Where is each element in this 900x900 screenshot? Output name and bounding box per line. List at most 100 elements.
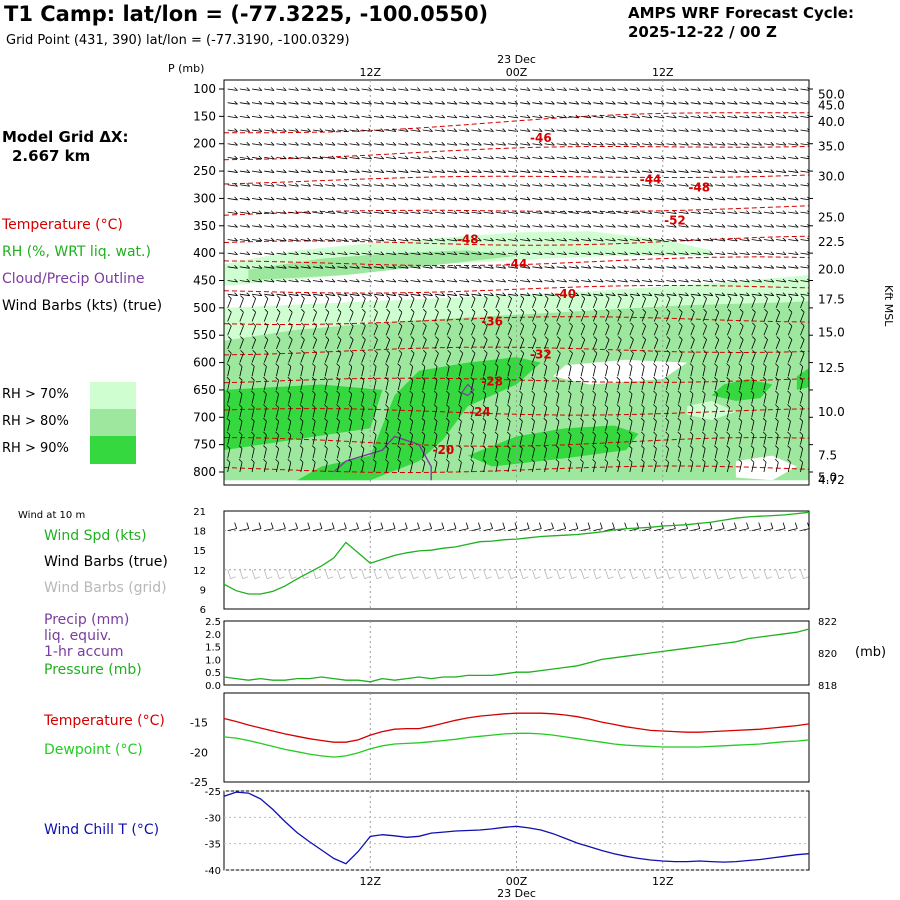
wind-barb-shaft: [739, 211, 750, 214]
wind-barb-feather: [715, 349, 720, 354]
wind-barb-shaft: [324, 353, 330, 363]
wind-barb-shaft: [617, 88, 628, 91]
wind-barb-shaft: [593, 115, 604, 119]
wind-barb-shaft: [459, 252, 470, 256]
wind-barb-feather: [575, 128, 580, 132]
wind-barb-feather: [721, 196, 726, 201]
wind-barb-feather: [648, 292, 653, 296]
wind-barb-shaft: [654, 115, 665, 119]
wind-barb-feather: [465, 278, 470, 283]
wind-barb-feather: [538, 182, 543, 187]
wind-barb: [312, 114, 324, 119]
wind-barb-shaft: [471, 129, 482, 132]
wind-barb-shaft: [239, 211, 250, 214]
wind-barb: [726, 322, 732, 336]
wind-barb: [593, 210, 604, 214]
wind-barb-shaft: [459, 143, 470, 146]
wind-barb-shaft: [690, 184, 701, 187]
wind-barb: [532, 87, 543, 91]
wind-barb: [751, 295, 756, 309]
wind-barb-feather: [313, 295, 317, 299]
windchill-tick-label: -30: [205, 813, 221, 824]
wind-barb: [325, 223, 336, 228]
wind-barb-shaft: [386, 129, 397, 132]
wind-barb-shaft: [288, 312, 293, 322]
wind-barb: [337, 196, 348, 201]
wind-barb: [422, 182, 433, 187]
wind-barb: [617, 278, 628, 283]
wind-barb-feather: [770, 292, 775, 296]
wind-barb-shaft: [483, 102, 494, 105]
wind-barb: [251, 128, 263, 132]
wind-barb-feather: [678, 336, 683, 340]
wind-barb-shaft: [312, 102, 323, 105]
wind-barb-shaft: [276, 115, 287, 119]
wind-barb: [495, 336, 500, 350]
wind-barb: [556, 251, 567, 256]
wind-barb: [349, 100, 360, 105]
wind-barb-feather: [349, 295, 354, 299]
wind-barb-shaft: [349, 266, 360, 269]
wind-barb-feather: [417, 169, 421, 173]
wind-barb: [666, 265, 677, 269]
wind-barb: [776, 87, 787, 91]
wind-barb-shaft: [519, 298, 525, 309]
wind-barb: [690, 169, 701, 173]
wind-barb: [739, 322, 744, 336]
wind-barb: [336, 322, 342, 336]
wind-barb-shaft: [556, 266, 567, 269]
wind-barb-shaft: [800, 325, 805, 336]
wind-barb: [325, 265, 336, 269]
wind-barb: [788, 210, 799, 214]
wind-barb: [275, 363, 279, 377]
wind-barb-feather: [709, 237, 714, 242]
surface-barb-true: [788, 522, 798, 531]
wind-barb-feather: [587, 278, 592, 283]
wind-barb-feather: [617, 295, 622, 299]
wind-barb-shaft: [715, 198, 726, 201]
wind-barb-feather: [648, 100, 653, 105]
wind-barb-shaft: [239, 184, 250, 187]
wind-barb: [556, 295, 561, 309]
wind-barb-shaft: [288, 143, 299, 146]
wind-barb-shaft: [629, 239, 640, 242]
surface-barb-true-feather: [721, 522, 725, 529]
wind-barb-feather: [526, 251, 531, 255]
wind-barb-feather: [519, 363, 523, 367]
wind-barb: [410, 336, 415, 350]
wind-barb-feather: [673, 265, 677, 269]
wind-barb-feather: [752, 322, 756, 327]
wind-barb-feather: [612, 223, 616, 228]
wind-barb: [605, 223, 616, 228]
wind-barb-feather: [496, 336, 500, 340]
wind-barb-shaft: [386, 211, 397, 214]
wind-barb-feather: [587, 114, 592, 119]
wind-barb-feather: [372, 363, 377, 367]
wind-barb: [751, 265, 762, 269]
surface-barb-grid-feather: [730, 576, 736, 580]
wind-barb-shaft: [690, 312, 695, 322]
wind-barb-shaft: [580, 298, 586, 309]
wind-barb-feather: [709, 265, 714, 269]
wind-barb-shaft: [239, 239, 250, 242]
wind-barb-feather: [697, 278, 701, 283]
wind-barb-feather: [453, 169, 458, 173]
wind-barb: [629, 141, 641, 146]
wind-barb: [776, 237, 787, 242]
wind-barb: [299, 363, 304, 377]
wind-barb: [263, 349, 269, 363]
wind-barb-feather: [612, 114, 616, 119]
wind-barb: [629, 278, 641, 283]
wind-barb-feather: [258, 114, 263, 119]
wind-barb-feather: [599, 210, 604, 214]
wind-barb-feather: [733, 292, 738, 296]
wind-barb: [739, 308, 744, 322]
wind-barb: [373, 87, 385, 91]
wind-barb-shaft: [641, 280, 652, 283]
wind-barb-shaft: [385, 366, 389, 377]
wind-barb: [227, 182, 238, 187]
wind-barb-shaft: [312, 143, 323, 146]
wind-barb-feather: [453, 292, 458, 296]
wind-barb-shaft: [775, 298, 781, 309]
wind-barb: [470, 363, 474, 377]
